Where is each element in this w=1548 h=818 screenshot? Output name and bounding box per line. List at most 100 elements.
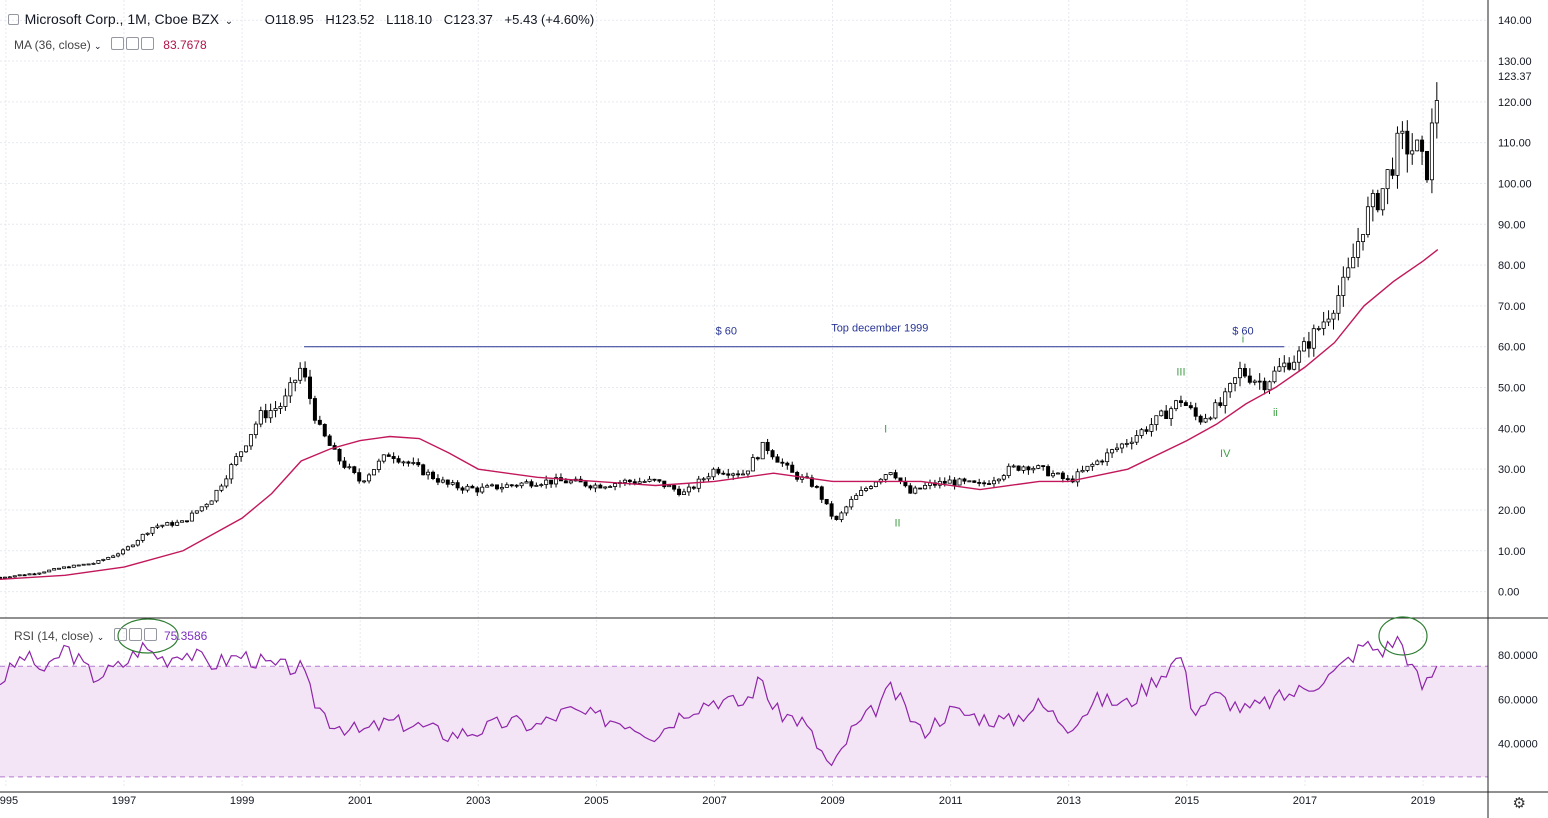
- candle-body: [652, 478, 657, 481]
- candle-body: [204, 503, 209, 508]
- candle-body: [2, 576, 7, 579]
- candle-body: [1203, 418, 1208, 423]
- candle-body: [554, 477, 559, 485]
- candle-body: [908, 485, 913, 494]
- candle-body: [706, 476, 711, 480]
- candle-body: [1272, 370, 1277, 383]
- candle-body: [1114, 447, 1119, 451]
- x-tick-label: 2005: [584, 795, 608, 807]
- rsi-line: [0, 635, 1438, 767]
- x-tick-label: 2011: [939, 795, 963, 807]
- candle-body: [991, 480, 996, 485]
- x-tick-label: 2017: [1293, 795, 1317, 807]
- candle-body: [357, 472, 362, 482]
- collapse-icon[interactable]: [8, 14, 19, 25]
- y-tick-label: 0.00: [1498, 587, 1519, 599]
- highlight-circles: [117, 616, 1428, 656]
- candle-body: [431, 471, 436, 479]
- candle-body: [184, 520, 189, 523]
- candle-body: [809, 477, 814, 487]
- candle-body: [1075, 471, 1080, 483]
- candle-body: [37, 572, 42, 575]
- candle-body: [1400, 130, 1405, 134]
- candle-body: [165, 522, 170, 526]
- ma-label[interactable]: MA (36, close): [14, 38, 91, 52]
- candle-body: [135, 539, 140, 546]
- candle-body: [583, 481, 588, 487]
- chevron-down-icon[interactable]: ⌄: [94, 41, 102, 51]
- candle-body: [608, 486, 613, 488]
- candle-body: [524, 481, 529, 484]
- candle-body: [57, 567, 62, 570]
- close-icon[interactable]: [143, 628, 157, 641]
- candle-body: [1100, 460, 1105, 463]
- y-tick-label: 70.00: [1498, 301, 1526, 313]
- rsi-value: 75.3586: [163, 629, 208, 643]
- close-value: C123.37: [443, 12, 493, 27]
- chevron-down-icon[interactable]: ⌄: [96, 632, 105, 642]
- candle-body: [440, 479, 445, 483]
- candle-body: [125, 546, 130, 551]
- candle-body: [1380, 188, 1385, 211]
- candle-body: [0, 576, 3, 579]
- candle-body: [977, 482, 982, 484]
- candle-body: [962, 478, 967, 482]
- candle-body: [1065, 478, 1070, 481]
- candle-body: [381, 454, 386, 462]
- symbol-label[interactable]: Microsoft Corp., 1M, Cboe BZX: [24, 11, 220, 27]
- eye-icon[interactable]: [113, 628, 127, 641]
- rsi-label[interactable]: RSI (14, close): [14, 629, 94, 643]
- candle-body: [1159, 410, 1164, 417]
- gear-icon[interactable]: ⚙: [1512, 795, 1526, 812]
- candle-body: [1110, 449, 1115, 454]
- highlight-circle: [1378, 616, 1428, 656]
- candle-body: [1154, 415, 1159, 426]
- settings-icon[interactable]: [125, 37, 139, 50]
- rsi-band: [0, 665, 1488, 778]
- candle-body: [1405, 130, 1410, 155]
- candle-body: [1429, 122, 1434, 181]
- candle-body: [376, 460, 381, 470]
- settings-icon[interactable]: [128, 628, 142, 641]
- candle-body: [1011, 465, 1016, 468]
- candle-body: [1193, 407, 1198, 417]
- candle-body: [1247, 375, 1252, 383]
- candle-body: [996, 478, 1001, 482]
- close-icon[interactable]: [140, 37, 154, 50]
- candle-body: [1326, 318, 1331, 323]
- candle-body: [1218, 402, 1223, 406]
- candle-body: [435, 478, 440, 483]
- candle-body: [957, 478, 962, 486]
- candle-body: [175, 521, 180, 526]
- candle-body: [888, 472, 893, 475]
- candle-body: [1006, 465, 1011, 476]
- eye-icon[interactable]: [110, 37, 124, 50]
- candle-body: [1090, 463, 1095, 467]
- candle-body: [1297, 350, 1302, 363]
- last-price-label: 123.37: [1498, 71, 1532, 83]
- wave-label: II: [894, 517, 900, 529]
- candle-body: [913, 487, 918, 494]
- candle-body: [298, 367, 303, 381]
- candle-body: [288, 382, 293, 397]
- candle-body: [490, 484, 495, 487]
- candle-body: [214, 489, 219, 502]
- candle-body: [622, 479, 627, 483]
- candle-body: [1213, 402, 1218, 419]
- rsi-tick-label: 40.0000: [1498, 739, 1538, 751]
- candle-body: [868, 486, 873, 489]
- candle-body: [972, 480, 977, 483]
- candle-body: [416, 462, 421, 466]
- chevron-down-icon[interactable]: ⌄: [224, 16, 234, 27]
- candle-body: [1085, 465, 1090, 471]
- candle-body: [1242, 368, 1247, 377]
- candle-body: [406, 461, 411, 464]
- candle-body: [613, 483, 618, 487]
- candle-body: [317, 419, 322, 425]
- candle-body: [987, 483, 992, 485]
- candle-body: [873, 481, 878, 488]
- candle-body: [1105, 452, 1110, 463]
- candle-body: [529, 481, 534, 487]
